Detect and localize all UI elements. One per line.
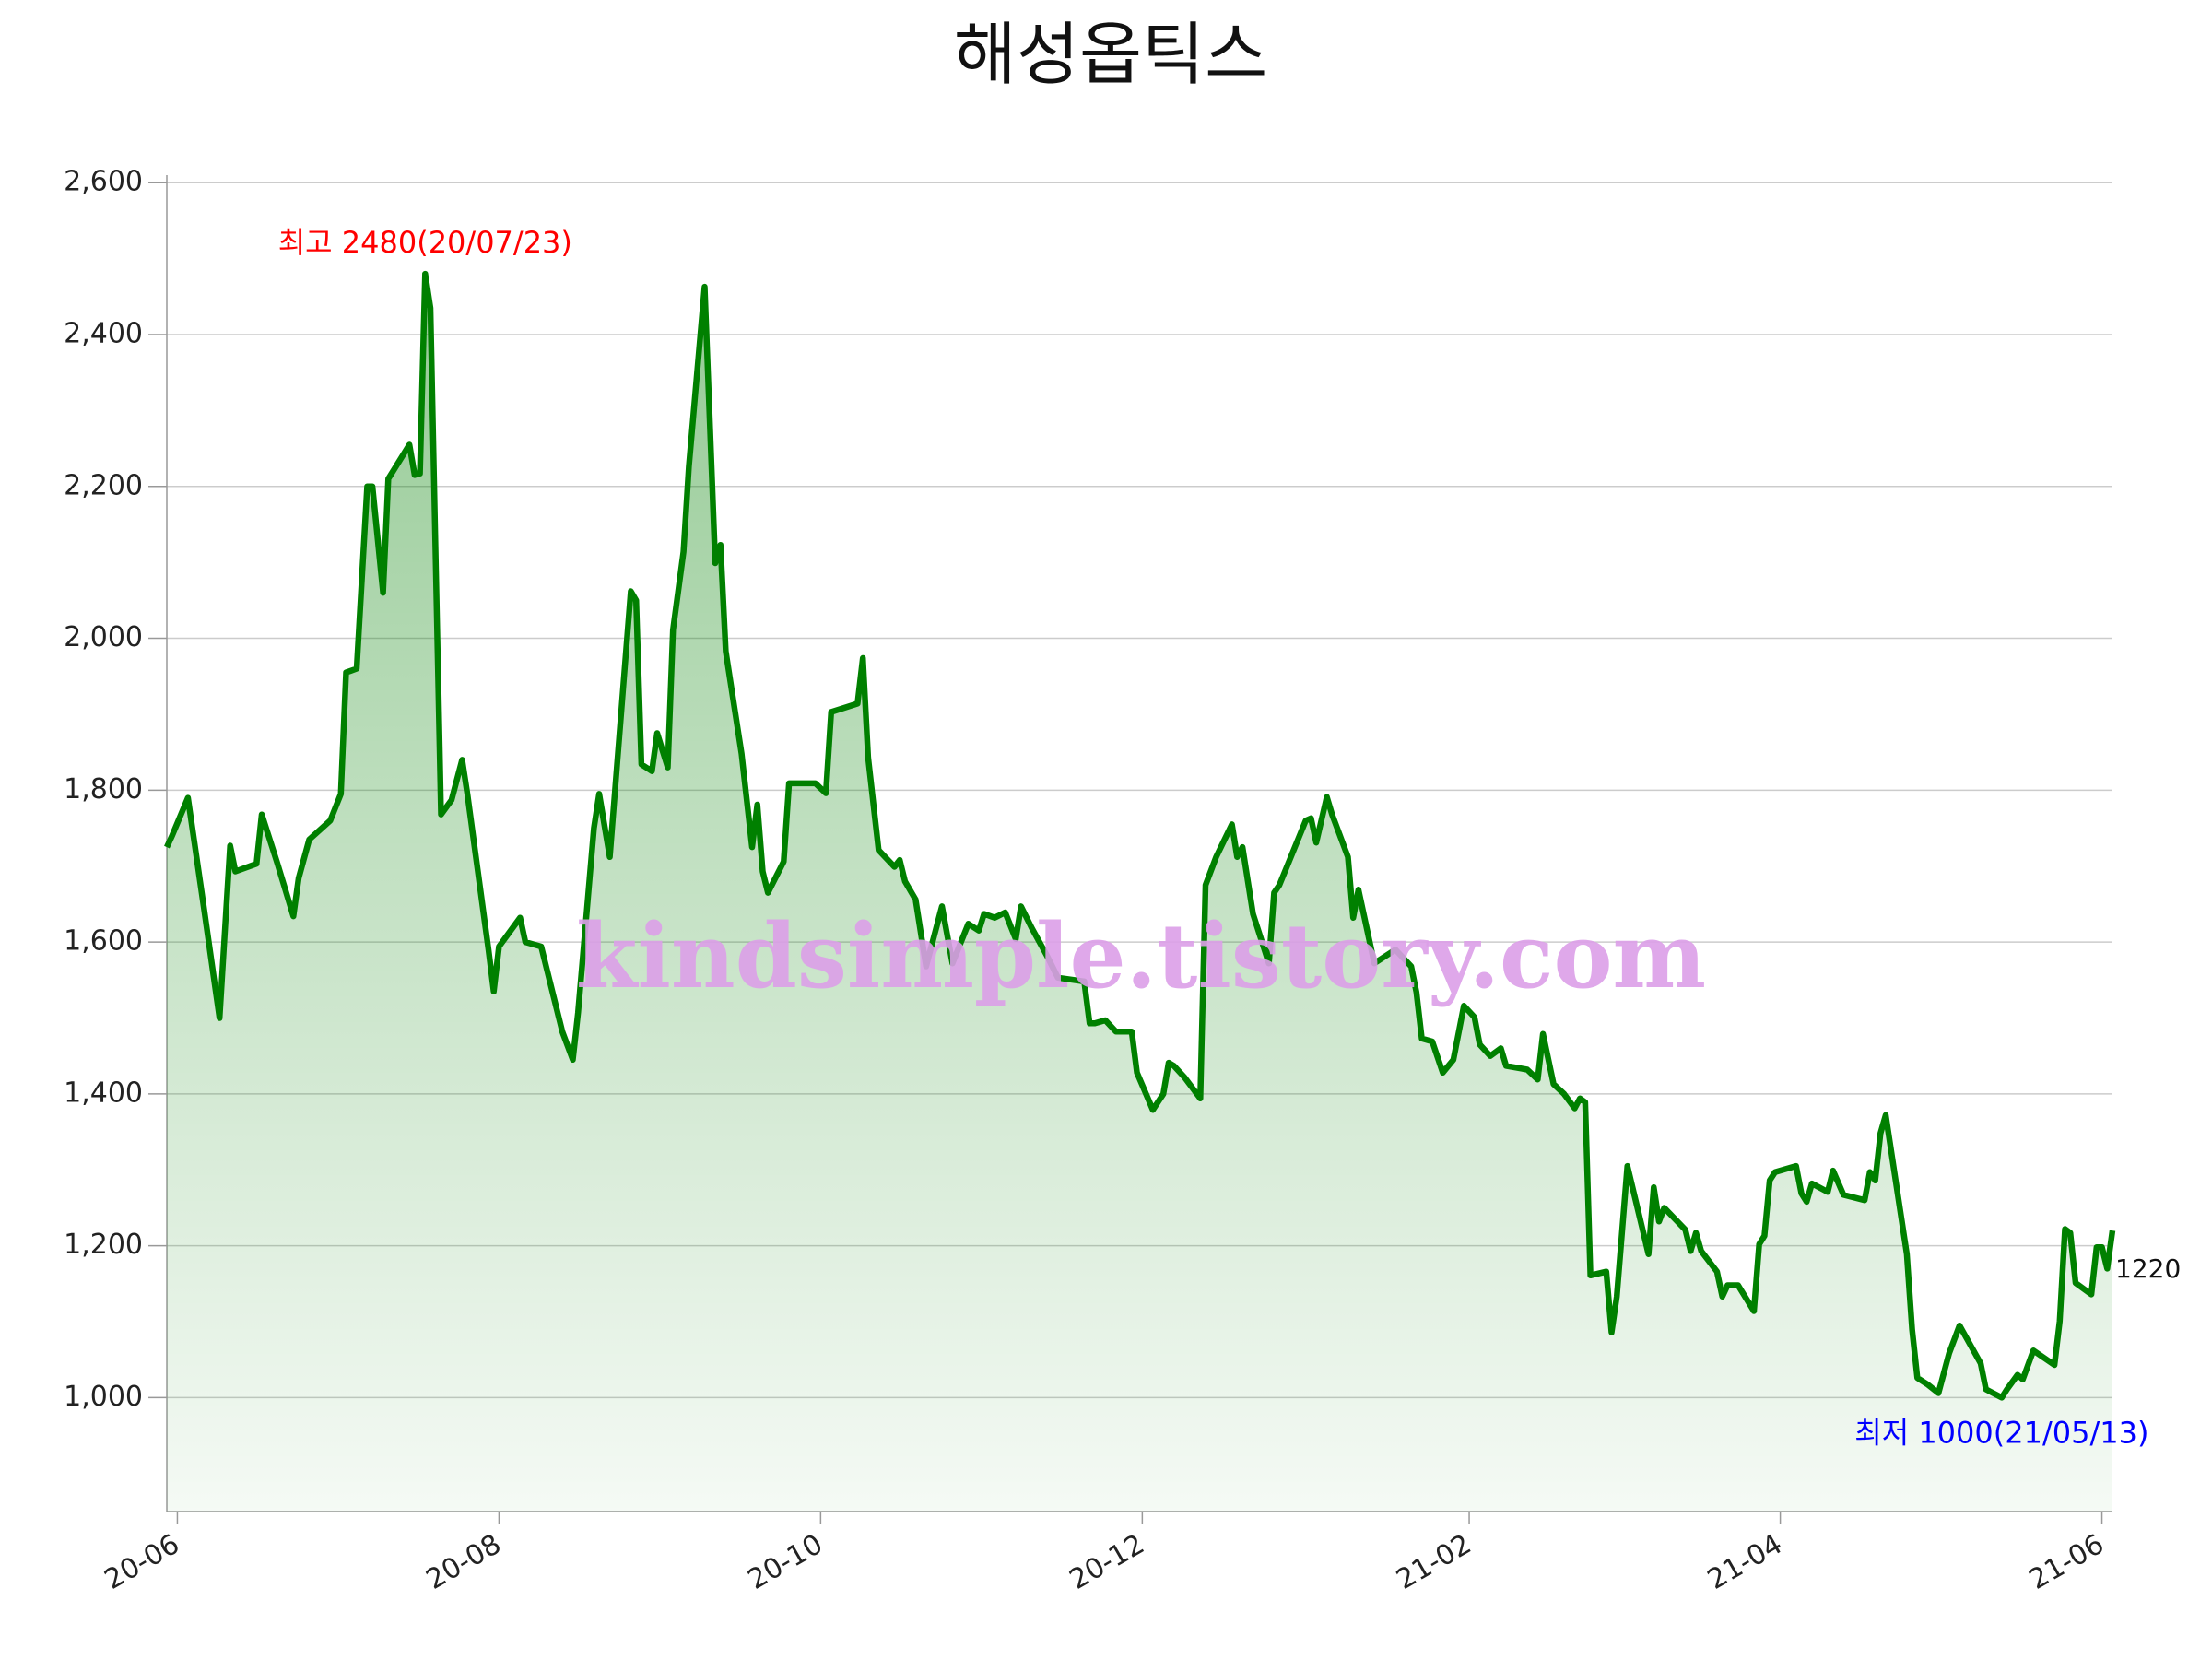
y-tick-label: 2,200: [64, 469, 143, 501]
chart-title: 해성옵틱스: [954, 16, 1267, 95]
x-tick-label: 21-02: [1391, 1528, 1477, 1596]
y-tick-label: 2,600: [64, 166, 143, 198]
x-tick-label: 20-12: [1065, 1528, 1150, 1596]
y-tick-label: 1,200: [64, 1229, 143, 1261]
y-tick-label: 2,000: [64, 621, 143, 653]
x-tick-label: 21-04: [1702, 1528, 1788, 1596]
line: [164, 270, 2116, 1401]
x-tick-label: 21-06: [2024, 1528, 2110, 1596]
last-value-label: 1220: [2115, 1253, 2181, 1284]
y-tick-label: 1,800: [64, 773, 143, 806]
watermark: kindsimple.tistory.com: [576, 904, 1706, 1008]
x-tick-label: 20-06: [100, 1528, 185, 1596]
y-tick-label: 1,400: [64, 1077, 143, 1109]
y-tick-label: 1,600: [64, 925, 143, 958]
min-annotation: 최저 1000(21/05/13): [1854, 1415, 2148, 1450]
x-tick-label: 20-08: [421, 1528, 507, 1596]
max-annotation: 최고 2480(20/07/23): [278, 225, 572, 260]
area: [167, 274, 2112, 1512]
y-tick-label: 1,000: [64, 1381, 143, 1413]
y-tick-label: 2,400: [64, 318, 143, 350]
x-tick-label: 20-10: [743, 1528, 829, 1596]
